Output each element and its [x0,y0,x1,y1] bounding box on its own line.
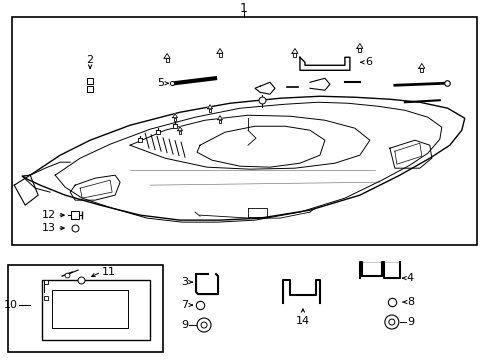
Bar [52,290,128,328]
Bar [8,265,163,352]
Polygon shape [291,49,297,53]
Text: 9: 9 [181,320,188,330]
Bar [173,118,176,121]
Text: 13: 13 [42,223,56,233]
Bar [218,120,221,123]
Polygon shape [207,105,212,109]
Bar [12,17,476,245]
Bar [293,53,296,57]
Text: 6: 6 [364,57,371,67]
Text: 4: 4 [406,273,413,283]
Text: 3: 3 [181,277,188,287]
Bar [218,53,221,57]
Polygon shape [418,63,424,68]
Bar [358,48,361,52]
Text: 5: 5 [157,78,164,88]
Text: 8: 8 [406,297,413,307]
Polygon shape [164,54,170,58]
Text: 10: 10 [4,300,18,310]
Bar [42,280,150,340]
Bar [165,58,168,62]
Text: 2: 2 [86,55,94,65]
Polygon shape [172,114,177,118]
Polygon shape [217,49,223,53]
Text: 7: 7 [181,300,188,310]
Text: 11: 11 [102,267,116,277]
Text: 14: 14 [295,316,309,326]
Text: 9: 9 [406,317,413,327]
Bar [208,109,211,112]
Bar [179,131,181,134]
Bar [420,68,423,72]
Text: 12: 12 [42,210,56,220]
Polygon shape [217,116,222,120]
Text: 1: 1 [240,2,247,15]
Polygon shape [356,44,362,48]
Polygon shape [177,127,182,131]
